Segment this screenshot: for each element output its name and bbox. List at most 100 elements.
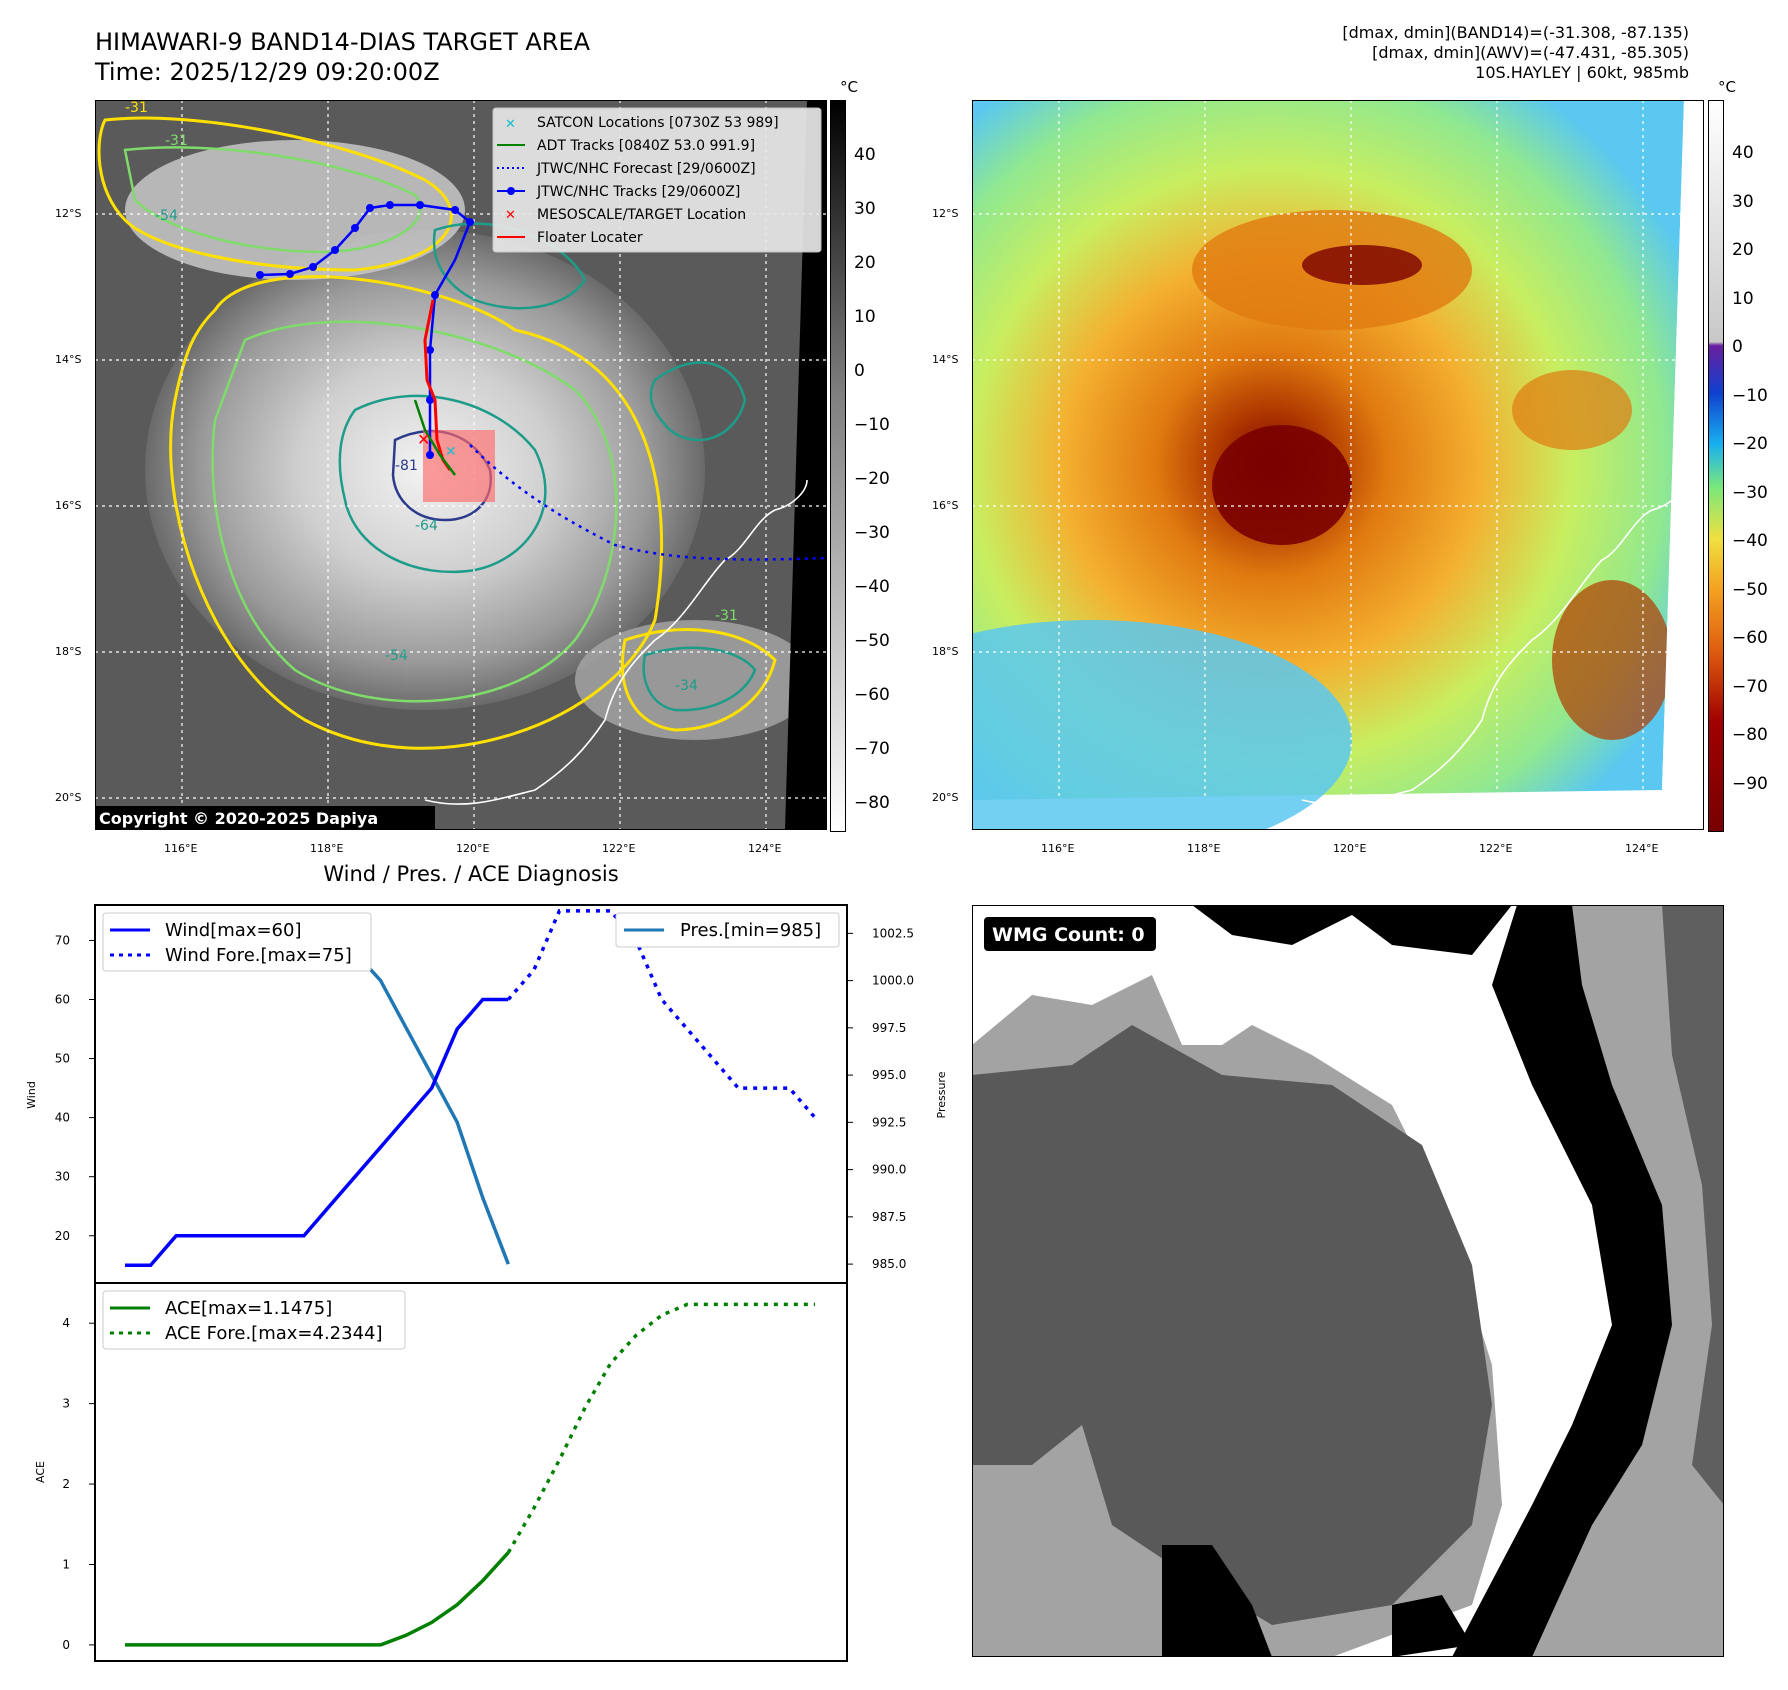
legend-item: JTWC/NHC Forecast [29/0600Z]	[536, 161, 756, 177]
svg-text:✕: ✕	[505, 208, 516, 223]
lat-label: 12°S	[932, 207, 959, 220]
forecast-track	[469, 444, 827, 561]
lon-label: 122°E	[602, 842, 636, 855]
wind-axis: 20 30 40 50 60 70	[55, 933, 95, 1243]
colorbar-tick: 20	[854, 253, 876, 273]
legend-item: Wind Fore.[max=75]	[165, 945, 352, 966]
wind-line	[125, 997, 509, 1268]
legend-item: ACE[max=1.1475]	[165, 1298, 332, 1319]
legend-item: Pres.[min=985]	[680, 920, 821, 941]
contour-label: -81	[395, 458, 418, 474]
time-label: Time: 2025/12/29 09:20:00Z	[95, 58, 440, 86]
grid	[95, 100, 827, 830]
colorbar-tick: −80	[1732, 725, 1768, 745]
target-area	[423, 430, 495, 502]
ace-legend: ACE[max=1.1475] ACE Fore.[max=4.2344]	[102, 1290, 406, 1350]
colorbar-tick: −10	[1732, 386, 1768, 406]
page-title: HIMAWARI-9 BAND14-DIAS TARGET AREA	[95, 28, 591, 56]
legend-item: ADT Tracks [0840Z 53.0 991.9]	[537, 138, 755, 154]
lon-label: 116°E	[164, 842, 198, 855]
lat-label: 18°S	[932, 645, 959, 658]
awv-range: [dmax, dmin](AWV)=(-47.431, -85.305)	[1372, 43, 1689, 62]
storm-info: 10S.HAYLEY | 60kt, 985mb	[1475, 63, 1689, 82]
wind-tick-label: 30	[55, 1170, 70, 1184]
colorbar-tick: −30	[1732, 483, 1768, 503]
wind-forecast-line	[506, 909, 817, 1119]
ir-map: ✕ ✕ -31 -31 -54 -81 -64 -54 -34 -31 ✕ ✕ …	[95, 100, 827, 830]
jtwc-track	[259, 203, 472, 455]
ace-axis-label: ACE	[34, 1461, 47, 1483]
ace-line	[125, 1551, 510, 1647]
contour-label: -54	[385, 648, 408, 664]
pressure-axis-label: Pressure	[935, 1071, 948, 1118]
ace-tick-label: 0	[62, 1638, 70, 1652]
pressure-tick-label: 990.0	[872, 1163, 906, 1177]
pressure-tick-label: 987.5	[872, 1210, 906, 1224]
ace-tick-label: 2	[62, 1477, 70, 1491]
contour-label: -34	[675, 678, 698, 694]
coastline	[424, 479, 808, 805]
wind-tick-label: 70	[55, 933, 70, 947]
map-legend: ✕ ✕ SATCON Locations [0730Z 53 989] ADT …	[492, 107, 822, 253]
colorbar-tick: 0	[1732, 337, 1743, 357]
ace-axis: 0 1 2 3 4	[62, 1316, 95, 1652]
wmg-count-label: WMG Count: 0	[992, 924, 1145, 946]
ace-tick-label: 4	[62, 1316, 70, 1330]
adt-track	[413, 399, 456, 476]
pressure-tick-label: 995.0	[872, 1068, 906, 1082]
lon-label: 120°E	[1333, 842, 1367, 855]
legend-item: ACE Fore.[max=4.2344]	[165, 1323, 383, 1344]
pressure-tick-label: 1000.0	[872, 974, 914, 988]
lon-label: 116°E	[1041, 842, 1075, 855]
left-colorbar	[830, 100, 846, 832]
bt-map	[972, 100, 1704, 830]
pressure-tick-label: 985.0	[872, 1257, 906, 1271]
wind-tick-label: 20	[55, 1229, 70, 1243]
coastline	[1301, 479, 1685, 805]
colorbar-tick: 40	[854, 145, 876, 165]
band14-range: [dmax, dmin](BAND14)=(-31.308, -87.135)	[1342, 23, 1689, 42]
colorbar-tick: −10	[854, 415, 890, 435]
pressure-axis: 985.0 987.5 990.0 992.5 995.0 997.5 1000.0 1002…	[847, 926, 914, 1271]
target-marker: ✕	[417, 430, 430, 449]
lon-label: 118°E	[1187, 842, 1221, 855]
copyright-label: Copyright © 2020-2025 Dapiya	[99, 809, 378, 828]
colorbar-tick: −60	[854, 685, 890, 705]
legend-item: Wind[max=60]	[165, 920, 302, 941]
jtwc-track-points	[256, 201, 474, 459]
legend-item: MESOSCALE/TARGET Location	[537, 207, 746, 223]
colorbar-tick: −50	[1732, 580, 1768, 600]
colorbar-tick: −20	[1732, 434, 1768, 454]
lat-label: 14°S	[55, 353, 82, 366]
ace-tick-label: 3	[62, 1397, 70, 1411]
colorbar-tick: −50	[854, 631, 890, 651]
contour-label: -54	[155, 208, 178, 224]
colorbar-tick: −90	[1732, 774, 1768, 794]
wind-tick-label: 40	[55, 1111, 70, 1125]
colorbar-tick: 30	[854, 199, 876, 219]
colorbar-tick: 10	[854, 307, 876, 327]
colorbar-tick: −70	[1732, 677, 1768, 697]
lon-label: 124°E	[1625, 842, 1659, 855]
right-colorbar-unit: °C	[1718, 78, 1736, 96]
contour-label: -31	[125, 100, 148, 116]
wind-axis-label: Wind	[25, 1081, 38, 1109]
pressure-tick-label: 1002.5	[872, 926, 914, 940]
contour-label-group: -31 -31 -54 -81 -64 -54 -34 -31	[125, 100, 738, 694]
colorbar-tick: −20	[854, 469, 890, 489]
ace-forecast-line	[506, 1302, 815, 1554]
satcon-marker: ✕	[445, 444, 457, 460]
colorbar-tick: 30	[1732, 192, 1754, 212]
lon-label: 120°E	[456, 842, 490, 855]
svg-text:✕: ✕	[505, 117, 516, 132]
colorbar-tick: 10	[1732, 289, 1754, 309]
legend-item: JTWC/NHC Tracks [29/0600Z]	[536, 184, 740, 200]
ace-series	[125, 1302, 815, 1647]
legend-item: Floater Locater	[537, 230, 643, 246]
lat-label: 20°S	[55, 791, 82, 804]
lon-label: 118°E	[310, 842, 344, 855]
legend-item: SATCON Locations [0730Z 53 989]	[537, 115, 779, 131]
colorbar-tick: −70	[854, 739, 890, 759]
pressure-tick-label: 992.5	[872, 1115, 906, 1129]
